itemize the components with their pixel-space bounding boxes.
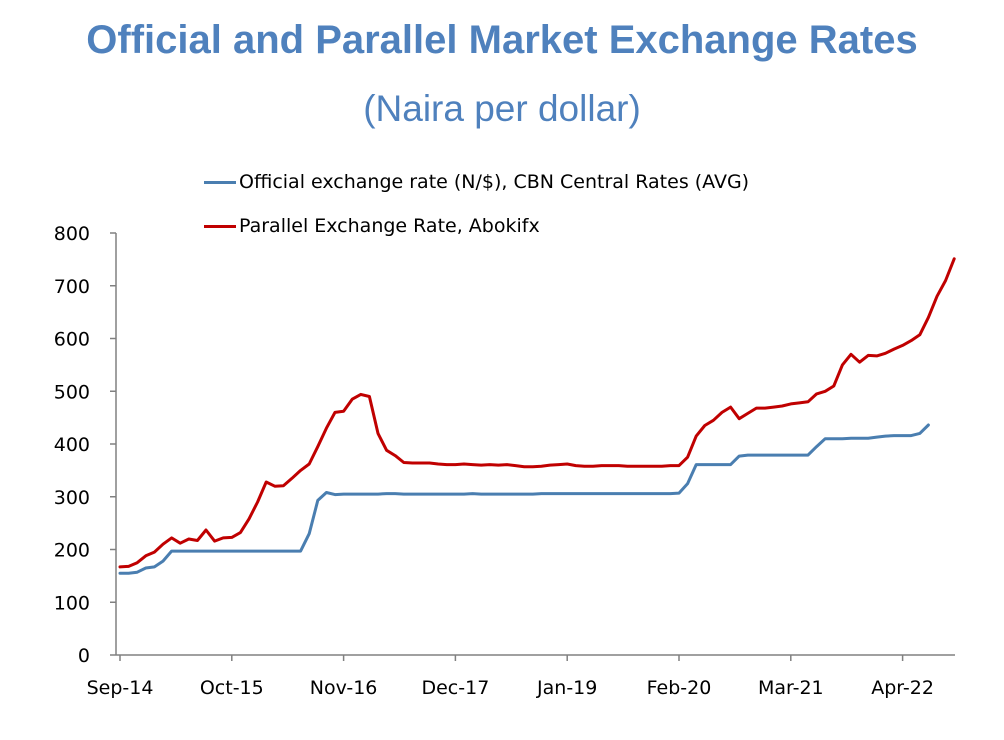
- legend-label-parallel: Parallel Exchange Rate, Abokifx: [239, 215, 540, 237]
- legend-item-parallel: Parallel Exchange Rate, Abokifx: [204, 214, 540, 238]
- y-tick-label: 0: [78, 645, 90, 667]
- chart-title: Official and Parallel Market Exchange Ra…: [86, 18, 918, 62]
- x-tick-label: Sep-14: [87, 677, 154, 699]
- x-tick-label: Mar-21: [758, 677, 824, 699]
- y-tick-label: 100: [54, 592, 90, 614]
- y-tick-label: 300: [54, 487, 90, 509]
- x-tick-label: Nov-16: [310, 677, 378, 699]
- x-tick-label: Feb-20: [647, 677, 712, 699]
- x-tick-label: Jan-19: [536, 677, 597, 699]
- legend-item-official: Official exchange rate (N/$), CBN Centra…: [204, 170, 749, 194]
- x-tick-label: Apr-22: [871, 677, 934, 699]
- y-tick-label: 600: [54, 329, 90, 351]
- y-tick-label: 800: [54, 223, 90, 245]
- legend-swatch-parallel: [204, 224, 236, 228]
- y-tick-label: 500: [54, 381, 90, 403]
- x-tick-label: Dec-17: [421, 677, 489, 699]
- series-line-parallel: [118, 257, 956, 569]
- y-tick-label: 200: [54, 540, 90, 562]
- chart-subtitle: (Naira per dollar): [363, 88, 641, 129]
- legend-label-official: Official exchange rate (N/$), CBN Centra…: [239, 171, 750, 193]
- legend-swatch-official: [204, 180, 236, 184]
- series-line-official: [118, 423, 930, 575]
- x-tick-label: Oct-15: [200, 677, 264, 699]
- y-tick-label: 700: [54, 276, 90, 298]
- y-tick-label: 400: [54, 434, 90, 456]
